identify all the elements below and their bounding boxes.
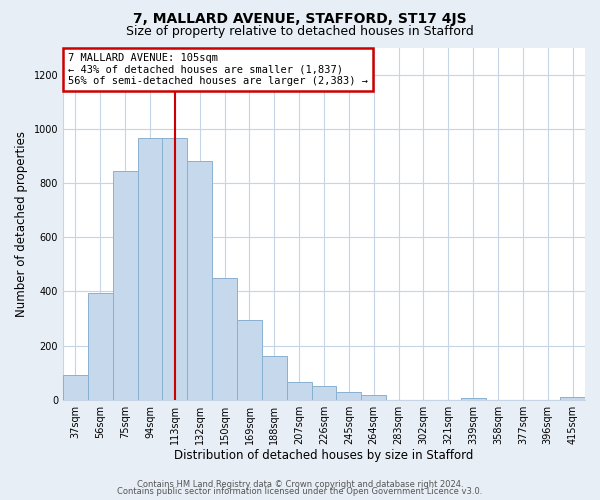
Bar: [137, 138, 163, 400]
Text: Contains HM Land Registry data © Crown copyright and database right 2024.: Contains HM Land Registry data © Crown c…: [137, 480, 463, 489]
Bar: [237, 320, 262, 400]
X-axis label: Distribution of detached houses by size in Stafford: Distribution of detached houses by size …: [175, 450, 474, 462]
Bar: [311, 386, 337, 400]
Bar: [88, 292, 113, 400]
Text: Contains public sector information licensed under the Open Government Licence v3: Contains public sector information licen…: [118, 487, 482, 496]
Bar: [163, 138, 187, 400]
Y-axis label: Number of detached properties: Number of detached properties: [15, 130, 28, 316]
Text: Size of property relative to detached houses in Stafford: Size of property relative to detached ho…: [126, 25, 474, 38]
Text: 7 MALLARD AVENUE: 105sqm
← 43% of detached houses are smaller (1,837)
56% of sem: 7 MALLARD AVENUE: 105sqm ← 43% of detach…: [68, 53, 368, 86]
Bar: [262, 356, 287, 400]
Text: 7, MALLARD AVENUE, STAFFORD, ST17 4JS: 7, MALLARD AVENUE, STAFFORD, ST17 4JS: [133, 12, 467, 26]
Bar: [560, 397, 585, 400]
Bar: [337, 392, 361, 400]
Bar: [212, 278, 237, 400]
Bar: [63, 376, 88, 400]
Bar: [287, 382, 311, 400]
Bar: [187, 162, 212, 400]
Bar: [113, 171, 137, 400]
Bar: [461, 398, 485, 400]
Bar: [361, 395, 386, 400]
